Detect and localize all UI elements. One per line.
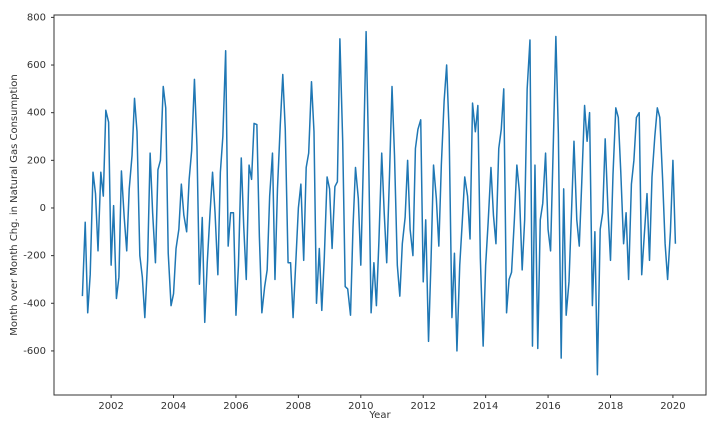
y-tick-label: 600 [27,60,46,71]
y-tick-label: 400 [27,108,46,119]
y-tick-label: -600 [23,346,46,357]
data-line [81,30,677,376]
y-tick-label: 800 [27,12,46,23]
x-tick-label: 2002 [98,401,123,412]
x-tick-label: 2018 [598,401,623,412]
y-tick-label: 0 [40,203,46,214]
x-tick-label: 2012 [411,401,436,412]
x-tick-label: 2006 [223,401,248,412]
x-tick-label: 2010 [348,401,373,412]
x-axis-label: Year [368,410,391,421]
y-tick-label: -200 [23,251,46,262]
y-tick-label: -400 [23,298,46,309]
x-tick-label: 2014 [473,401,498,412]
x-tick-label: 2004 [161,401,186,412]
y-tick-label: 200 [27,155,46,166]
y-axis-label: Month over Month Chg. in Natural Gas Con… [9,74,20,335]
x-tick-label: 2016 [535,401,560,412]
x-tick-label: 2020 [660,401,685,412]
x-tick-label: 2008 [286,401,311,412]
